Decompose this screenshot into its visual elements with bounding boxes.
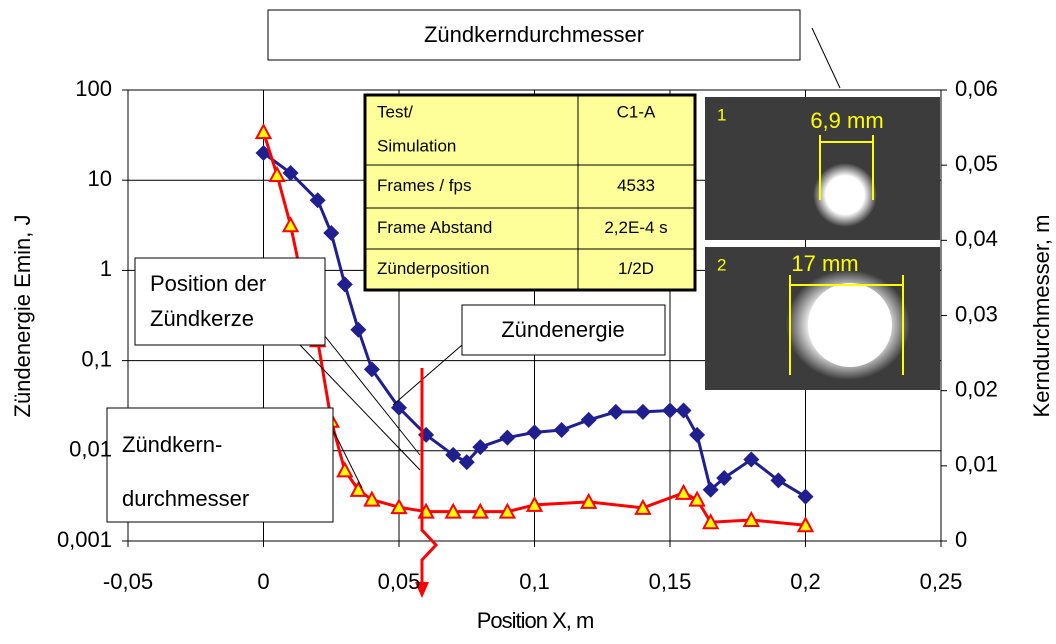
leader-line [392, 344, 463, 406]
marker [742, 510, 760, 527]
x-tick-label: 0,25 [920, 569, 963, 594]
x-tick-label: 0 [257, 569, 269, 594]
marker [553, 422, 570, 439]
table-cell: 1/2D [618, 259, 654, 278]
callout-box [461, 304, 666, 356]
leader-line [811, 27, 841, 89]
marker [390, 498, 408, 515]
marker [688, 490, 706, 507]
marker [336, 461, 354, 478]
y-tick-label: 0,001 [57, 527, 112, 552]
marker [350, 321, 367, 338]
x-tick-label: 0,1 [519, 569, 550, 594]
marker [471, 502, 489, 519]
marker [716, 469, 733, 486]
marker [309, 192, 326, 209]
marker [363, 361, 380, 378]
callout-label: Zündkern- [122, 432, 222, 457]
marker [634, 498, 652, 515]
marker [796, 516, 815, 533]
marker [445, 446, 462, 463]
y2-axis-title: Kerndurchmesser, m [1029, 215, 1054, 418]
marker [607, 403, 624, 420]
marker [336, 276, 353, 293]
plot-frame [127, 89, 942, 542]
callout-label: durchmesser [122, 486, 249, 511]
image-panel-2: 2 17 mm [705, 247, 940, 390]
callout-label: Position der [150, 271, 266, 296]
y-tick-label: 100 [75, 76, 112, 101]
marker [770, 472, 787, 489]
marker [499, 429, 516, 446]
image-index: 1 [717, 105, 726, 124]
marker [580, 492, 598, 509]
image-index: 2 [717, 255, 726, 274]
image-panel-1: 1 6,9 mm [705, 97, 940, 240]
marker [472, 439, 489, 456]
callout-box [134, 257, 326, 346]
table-cell: Simulation [377, 136, 456, 155]
marker [702, 481, 719, 498]
table-cell: Test/ [377, 102, 413, 121]
marker [662, 402, 678, 419]
x-axis-title: Position X, m [477, 608, 594, 633]
y-tick-label: 0,1 [81, 346, 112, 371]
marker [498, 502, 517, 519]
image-label: 17 mm [791, 251, 858, 276]
x-tick-label: 0,2 [790, 569, 821, 594]
x-tick-label: 0,15 [649, 569, 692, 594]
marker [526, 424, 543, 441]
callout-box [267, 9, 801, 61]
y2-tick-label: 0,03 [955, 301, 998, 326]
marker [349, 480, 368, 497]
marker [675, 402, 692, 419]
marker [674, 483, 693, 500]
marker [634, 403, 651, 420]
y2-tick-label: 0,04 [955, 226, 998, 251]
series-line [262, 151, 807, 498]
marker [268, 165, 286, 182]
x-tick-label: 0,05 [378, 569, 421, 594]
marker [444, 502, 462, 519]
callout-label: Zündenergie [501, 317, 625, 342]
y2-tick-label: 0,05 [955, 151, 998, 176]
table-cell: 2,2E-4 s [604, 218, 667, 237]
callout-box [106, 407, 334, 523]
marker [363, 490, 381, 507]
info-table: Test/Simulation C1-A Frames / fps 4533 Frame… [363, 93, 697, 292]
callout-label: Zündkerndurchmesser [424, 22, 644, 47]
y2-tick-label: 0,02 [955, 376, 998, 401]
marker [254, 122, 273, 140]
marker [458, 454, 475, 471]
position-arrow [415, 368, 439, 598]
leader-line [332, 429, 363, 489]
table-cell: 4533 [617, 176, 655, 195]
marker [701, 513, 720, 530]
y2-tick-label: 0 [955, 527, 967, 552]
table-cell: C1-A [617, 102, 656, 121]
y2-tick-label: 0,01 [955, 452, 998, 477]
marker [323, 224, 340, 241]
table-cell: Frames / fps [377, 176, 471, 195]
marker [525, 495, 544, 512]
y2-tick-label: 0,06 [955, 76, 998, 101]
y-tick-label: 0,01 [69, 437, 112, 462]
y-tick-label: 1 [100, 256, 112, 281]
leader-line [319, 329, 421, 456]
callout-label: Zündkerze [150, 306, 254, 331]
image-label: 6,9 mm [810, 108, 883, 133]
marker [797, 488, 814, 505]
table-cell: Frame Abstand [377, 218, 492, 237]
marker [743, 451, 760, 468]
table-cell: Zünderposition [377, 259, 489, 278]
marker [689, 426, 706, 443]
y-axis-title: Zündenergie Emin, J [10, 215, 35, 418]
x-tick-label: -0,05 [103, 569, 153, 594]
leader-line [299, 344, 421, 471]
y-tick-label: 10 [88, 166, 112, 191]
marker [580, 411, 597, 428]
marker [282, 165, 299, 182]
marker [281, 216, 300, 233]
